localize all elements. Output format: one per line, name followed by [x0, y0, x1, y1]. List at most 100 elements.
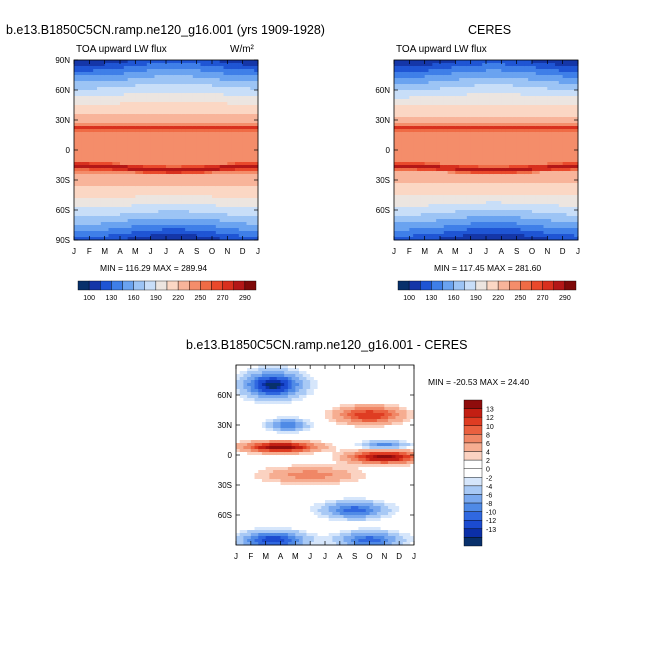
heatmap-cell	[520, 189, 525, 193]
heatmap-cell	[143, 171, 148, 175]
heatmap-cell	[104, 189, 109, 193]
heatmap-cell	[474, 96, 479, 100]
heatmap-cell	[219, 147, 224, 151]
heatmap-cell	[112, 69, 117, 73]
heatmap-cell	[466, 108, 472, 112]
heatmap-cell	[112, 60, 117, 64]
heatmap-cell	[196, 195, 201, 199]
heatmap-cell	[185, 237, 190, 241]
heatmap-cell	[89, 162, 94, 166]
heatmap-cell	[394, 93, 399, 97]
heatmap-cell	[120, 210, 125, 214]
heatmap-cell	[509, 78, 514, 82]
heatmap-cell	[486, 69, 491, 73]
heatmap-cell	[250, 168, 255, 172]
heatmap-cell	[81, 147, 86, 151]
heatmap-cell	[516, 216, 521, 220]
heatmap-cell	[254, 228, 259, 232]
heatmap-cell	[135, 138, 140, 142]
heatmap-cell	[516, 183, 521, 187]
heatmap-cell	[420, 87, 426, 91]
heatmap-cell	[238, 165, 244, 169]
heatmap-cell	[123, 201, 129, 205]
heatmap-cell	[417, 66, 422, 70]
heatmap-cell	[246, 60, 251, 64]
heatmap-cell	[466, 147, 472, 151]
heatmap-cell	[478, 198, 483, 202]
heatmap-cell	[200, 192, 205, 196]
heatmap-cell	[139, 186, 144, 190]
heatmap-cell	[131, 132, 136, 136]
heatmap-cell	[501, 195, 506, 199]
heatmap-cell	[146, 234, 152, 238]
heatmap-cell	[169, 96, 175, 100]
heatmap-cell	[77, 162, 83, 166]
heatmap-cell	[505, 150, 510, 154]
heatmap-cell	[512, 96, 518, 100]
heatmap-cell	[486, 108, 491, 112]
heatmap-cell	[146, 105, 152, 109]
heatmap-cell	[200, 183, 205, 187]
heatmap-cell	[112, 84, 117, 88]
heatmap-cell	[397, 213, 403, 217]
heatmap-cell	[440, 222, 445, 226]
heatmap-cell	[89, 129, 94, 133]
heatmap-cell	[505, 228, 510, 232]
heatmap-cell	[397, 174, 403, 178]
heatmap-cell	[463, 156, 468, 160]
heatmap-cell	[459, 171, 464, 175]
heatmap-cell	[77, 222, 83, 226]
heatmap-cell	[162, 225, 167, 229]
heatmap-cell	[85, 153, 90, 157]
heatmap-cell	[120, 96, 125, 100]
heatmap-cell	[77, 231, 83, 235]
heatmap-cell	[420, 195, 426, 199]
heatmap-cell	[231, 195, 236, 199]
heatmap-cell	[116, 123, 121, 127]
heatmap-cell	[77, 171, 83, 175]
heatmap-cell	[231, 153, 236, 157]
heatmap-cell	[135, 66, 140, 70]
heatmap-cell	[120, 213, 125, 217]
heatmap-cell	[162, 90, 167, 94]
heatmap-cell	[127, 87, 132, 91]
heatmap-cell	[185, 102, 190, 106]
heatmap-cell	[97, 153, 102, 157]
heatmap-cell	[417, 141, 422, 145]
heatmap-cell	[219, 159, 224, 163]
heatmap-cell	[466, 90, 472, 94]
heatmap-cell	[512, 234, 518, 238]
heatmap-cell	[89, 168, 94, 172]
heatmap-cell	[254, 210, 259, 214]
heatmap-cell	[235, 84, 240, 88]
heatmap-cell	[158, 192, 163, 196]
heatmap-cell	[204, 225, 209, 229]
heatmap-cell	[443, 231, 449, 235]
heatmap-cell	[146, 126, 152, 130]
heatmap-cell	[242, 69, 247, 73]
heatmap-cell	[120, 72, 125, 76]
heatmap-cell	[97, 204, 102, 208]
heatmap-cell	[116, 108, 121, 112]
heatmap-cell	[235, 204, 240, 208]
heatmap-cell	[447, 159, 452, 163]
heatmap-cell	[440, 93, 445, 97]
heatmap-cell	[451, 159, 456, 163]
heatmap-cell	[231, 189, 236, 193]
heatmap-cell	[466, 78, 472, 82]
heatmap-cell	[120, 69, 125, 73]
heatmap-cell	[116, 219, 121, 223]
heatmap-cell	[501, 183, 506, 187]
heatmap-cell	[223, 105, 228, 109]
heatmap-cell	[478, 69, 483, 73]
heatmap-cell	[150, 66, 155, 70]
heatmap-cell	[466, 114, 472, 118]
heatmap-cell	[474, 183, 479, 187]
heatmap-cell	[227, 165, 232, 169]
heatmap-cell	[235, 144, 240, 148]
heatmap-cell	[100, 129, 106, 133]
heatmap-cell	[231, 201, 236, 205]
heatmap-cell	[169, 225, 175, 229]
heatmap-cell	[189, 87, 194, 91]
heatmap-cell	[397, 192, 403, 196]
